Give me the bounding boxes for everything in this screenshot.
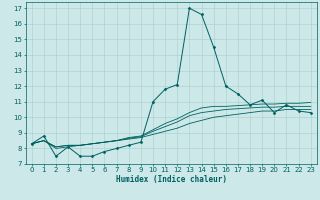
X-axis label: Humidex (Indice chaleur): Humidex (Indice chaleur) <box>116 175 227 184</box>
